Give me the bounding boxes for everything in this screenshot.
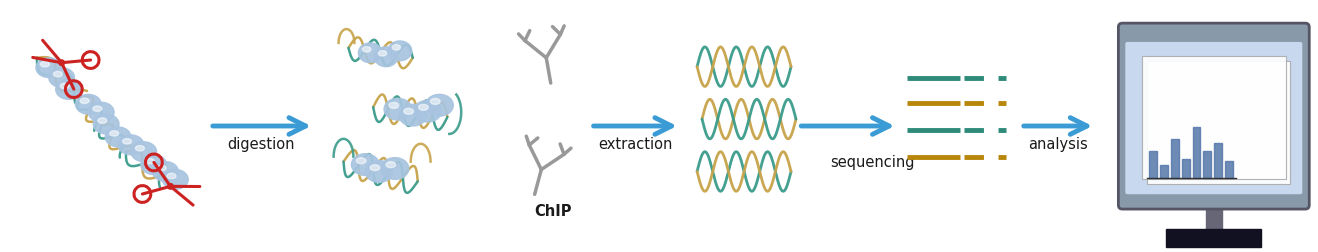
Text: digestion: digestion bbox=[228, 137, 295, 152]
FancyBboxPatch shape bbox=[1147, 61, 1290, 184]
Ellipse shape bbox=[136, 146, 145, 151]
Ellipse shape bbox=[384, 98, 411, 120]
Bar bbox=[1214, 143, 1222, 178]
Ellipse shape bbox=[386, 162, 395, 168]
Ellipse shape bbox=[55, 80, 82, 99]
Ellipse shape bbox=[370, 165, 380, 171]
Ellipse shape bbox=[414, 100, 442, 122]
Bar bbox=[1206, 205, 1222, 233]
Bar bbox=[1193, 127, 1201, 178]
Ellipse shape bbox=[123, 139, 132, 144]
Bar bbox=[1182, 159, 1190, 178]
Ellipse shape bbox=[358, 43, 382, 63]
Ellipse shape bbox=[419, 104, 428, 110]
Ellipse shape bbox=[399, 104, 427, 126]
Ellipse shape bbox=[105, 127, 130, 147]
Text: extraction: extraction bbox=[598, 137, 672, 152]
Ellipse shape bbox=[365, 161, 393, 182]
FancyBboxPatch shape bbox=[1126, 42, 1302, 194]
Ellipse shape bbox=[130, 142, 157, 162]
Ellipse shape bbox=[167, 173, 177, 179]
Ellipse shape bbox=[378, 51, 386, 56]
Ellipse shape bbox=[92, 106, 101, 111]
Bar bbox=[1203, 151, 1211, 178]
Ellipse shape bbox=[356, 158, 366, 164]
Ellipse shape bbox=[374, 47, 398, 67]
Ellipse shape bbox=[162, 170, 188, 189]
Ellipse shape bbox=[98, 118, 107, 123]
Bar bbox=[1160, 165, 1168, 178]
Ellipse shape bbox=[53, 71, 62, 77]
Ellipse shape bbox=[362, 47, 370, 52]
Ellipse shape bbox=[88, 102, 115, 122]
FancyBboxPatch shape bbox=[1143, 56, 1285, 179]
Bar bbox=[1149, 151, 1157, 178]
Ellipse shape bbox=[389, 102, 398, 108]
Ellipse shape bbox=[75, 94, 101, 114]
Ellipse shape bbox=[352, 154, 380, 175]
Ellipse shape bbox=[49, 68, 75, 87]
Ellipse shape bbox=[387, 41, 411, 61]
FancyBboxPatch shape bbox=[1119, 23, 1309, 209]
Ellipse shape bbox=[157, 165, 166, 171]
Ellipse shape bbox=[167, 183, 173, 189]
Ellipse shape bbox=[94, 114, 119, 134]
Bar bbox=[1226, 161, 1234, 178]
Bar bbox=[1170, 139, 1178, 178]
Ellipse shape bbox=[145, 159, 154, 164]
Text: analysis: analysis bbox=[1028, 137, 1087, 152]
Ellipse shape bbox=[153, 162, 178, 181]
Ellipse shape bbox=[80, 98, 90, 104]
Ellipse shape bbox=[403, 108, 414, 114]
Ellipse shape bbox=[61, 83, 70, 89]
Ellipse shape bbox=[41, 61, 50, 67]
Ellipse shape bbox=[119, 135, 144, 155]
Bar bbox=[1166, 229, 1261, 247]
Ellipse shape bbox=[109, 131, 119, 136]
Text: ChIP: ChIP bbox=[534, 204, 572, 219]
Ellipse shape bbox=[393, 45, 401, 50]
Text: sequencing: sequencing bbox=[830, 154, 915, 170]
Ellipse shape bbox=[381, 158, 409, 179]
Ellipse shape bbox=[426, 94, 453, 116]
Ellipse shape bbox=[141, 155, 166, 174]
Ellipse shape bbox=[431, 99, 440, 104]
Ellipse shape bbox=[36, 58, 62, 78]
Ellipse shape bbox=[59, 60, 65, 66]
